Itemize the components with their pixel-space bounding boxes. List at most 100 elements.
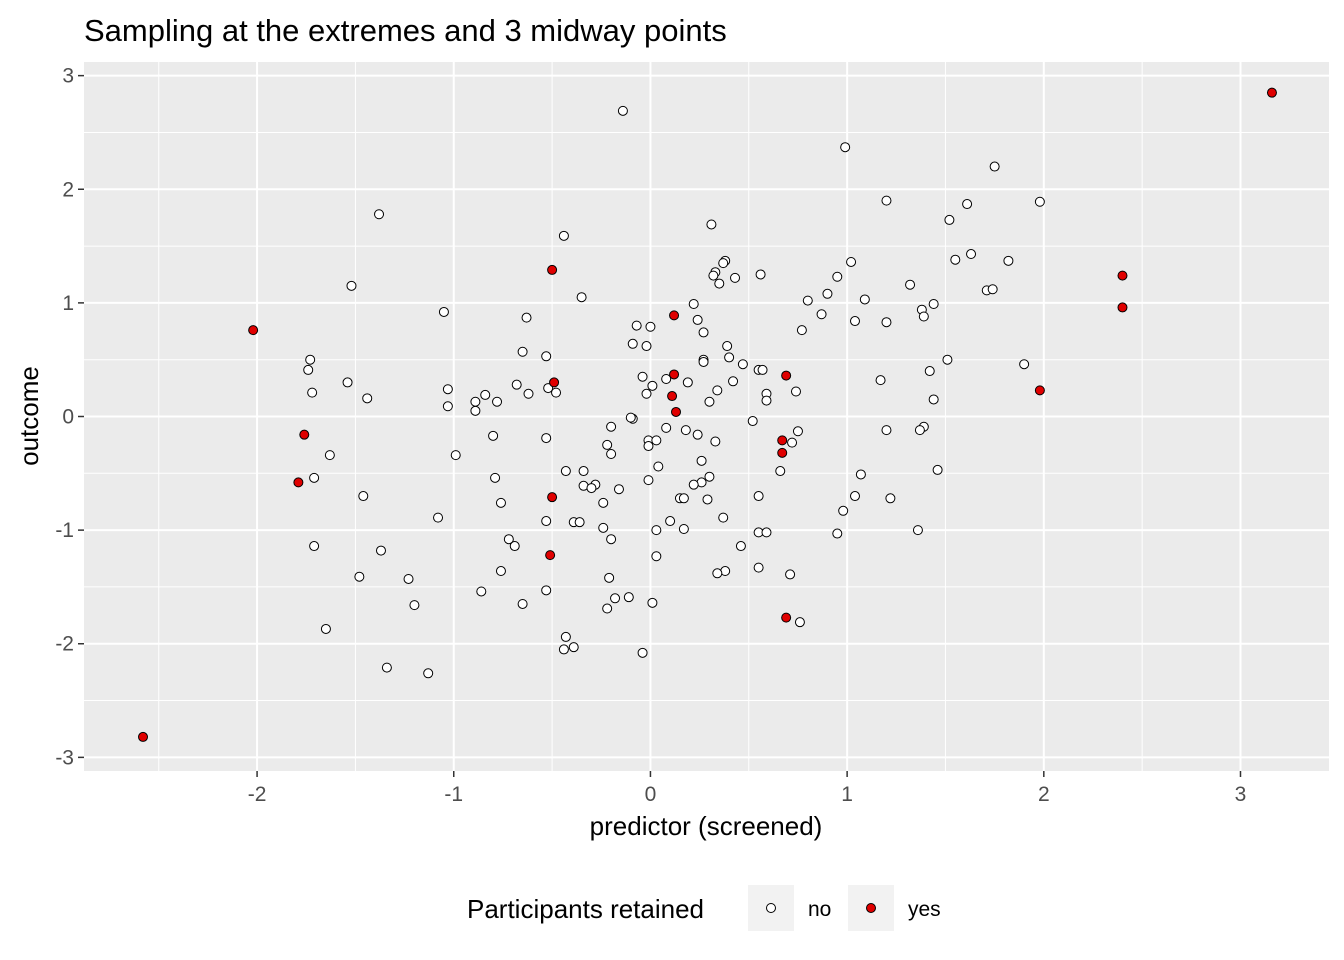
point-yes (671, 406, 682, 417)
point-no (374, 209, 385, 220)
point-no (737, 359, 748, 370)
point-no (816, 309, 827, 320)
point-no (787, 437, 798, 448)
point-no (688, 299, 699, 310)
point-no (403, 573, 414, 584)
legend-label-no: no (808, 898, 831, 921)
point-no (442, 384, 453, 395)
point-no (490, 472, 501, 483)
point-yes (777, 447, 788, 458)
point-no (346, 280, 357, 291)
point-no (761, 395, 772, 406)
point-no (574, 517, 585, 528)
point-no (354, 571, 365, 582)
point-no (576, 292, 587, 303)
point-no (442, 401, 453, 412)
y-axis-title: outcome (14, 366, 44, 466)
point-no (381, 662, 392, 673)
point-no (790, 386, 801, 397)
point-yes (549, 377, 560, 388)
point-no (692, 314, 703, 325)
point-no (613, 484, 624, 495)
legend-title: Participants retained (467, 894, 704, 924)
point-no (710, 436, 721, 447)
point-no (849, 491, 860, 502)
point-no (678, 523, 689, 534)
point-no (696, 455, 707, 466)
point-no (832, 528, 843, 539)
point-yes (1034, 385, 1045, 396)
point-no (661, 374, 672, 385)
point-no (558, 644, 569, 655)
point-no (521, 312, 532, 323)
point-no (698, 356, 709, 367)
point-no (617, 105, 628, 116)
point-no (966, 249, 977, 260)
point-no (840, 142, 851, 153)
point-no (846, 256, 857, 267)
point-no (822, 288, 833, 299)
point-no (651, 525, 662, 536)
point-no (885, 493, 896, 504)
point-no (541, 433, 552, 444)
point-no (849, 316, 860, 327)
point-no (724, 352, 735, 363)
point-no (647, 597, 658, 608)
point-no (912, 525, 923, 536)
point-no (375, 545, 386, 556)
point-no (523, 388, 534, 399)
point-no (598, 522, 609, 533)
point-no (551, 387, 562, 398)
point-yes (1266, 87, 1277, 98)
point-no (645, 321, 656, 332)
point-no (586, 483, 597, 494)
point-no (838, 505, 849, 516)
point-no (610, 593, 621, 604)
point-no (775, 466, 786, 477)
point-yes (669, 369, 680, 380)
x-tick-label: 0 (645, 783, 657, 806)
point-no (918, 311, 929, 322)
point-no (1019, 359, 1030, 370)
point-no (928, 394, 939, 405)
point-no (747, 416, 758, 427)
tick-labels: -2 -1 0 1 2 3 -3 -2 -1 0 1 2 3 (55, 65, 1246, 806)
point-no (706, 219, 717, 230)
point-yes (547, 492, 558, 503)
point-no (962, 199, 973, 210)
point-no (492, 396, 503, 407)
point-no (637, 371, 648, 382)
point-no (712, 385, 723, 396)
point-no (541, 516, 552, 527)
data-points (138, 87, 1277, 742)
y-tick-label: -1 (55, 519, 74, 542)
point-no (362, 393, 373, 404)
legend-label-yes: yes (908, 898, 941, 921)
legend-key-yes-marker (866, 903, 876, 913)
point-no (631, 320, 642, 331)
point-no (309, 541, 320, 552)
y-tick-label: 0 (62, 406, 74, 429)
point-no (661, 422, 672, 433)
y-tick-label: 3 (62, 65, 74, 88)
point-no (495, 497, 506, 508)
point-no (623, 592, 634, 603)
point-no (409, 600, 420, 611)
point-no (606, 421, 617, 432)
x-tick-label: 1 (841, 783, 853, 806)
chart-title: Sampling at the extremes and 3 midway po… (84, 13, 727, 48)
point-no (476, 586, 487, 597)
point-no (511, 379, 522, 390)
point-no (698, 327, 709, 338)
x-tick-label: 3 (1235, 783, 1247, 806)
point-no (881, 317, 892, 328)
point-no (730, 272, 741, 283)
point-no (637, 647, 648, 658)
point-no (625, 412, 636, 423)
x-tick-label: -2 (248, 783, 267, 806)
point-yes (777, 435, 788, 446)
point-no (651, 435, 662, 446)
point-no (688, 479, 699, 490)
point-no (480, 389, 491, 400)
